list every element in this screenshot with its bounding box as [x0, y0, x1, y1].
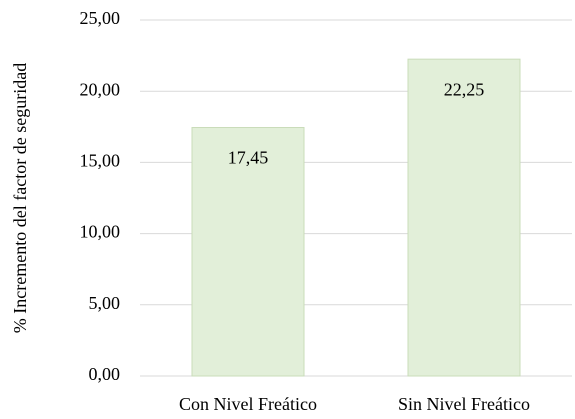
y-axis-label: % Incremento del factor de seguridad: [10, 63, 30, 333]
x-tick-label: Con Nivel Freático: [179, 394, 317, 414]
x-tick-label: Sin Nivel Freático: [398, 394, 530, 414]
value-label: 17,45: [228, 148, 269, 168]
y-tick-label: 5,00: [89, 293, 121, 313]
y-tick-label: 25,00: [80, 8, 121, 28]
y-tick-label: 0,00: [89, 364, 121, 384]
y-tick-label: 20,00: [80, 79, 121, 99]
bar: [191, 127, 305, 377]
y-tick-label: 15,00: [80, 151, 121, 171]
y-tick-label: 10,00: [80, 222, 121, 242]
bar: [407, 58, 521, 377]
value-label: 22,25: [444, 79, 485, 99]
